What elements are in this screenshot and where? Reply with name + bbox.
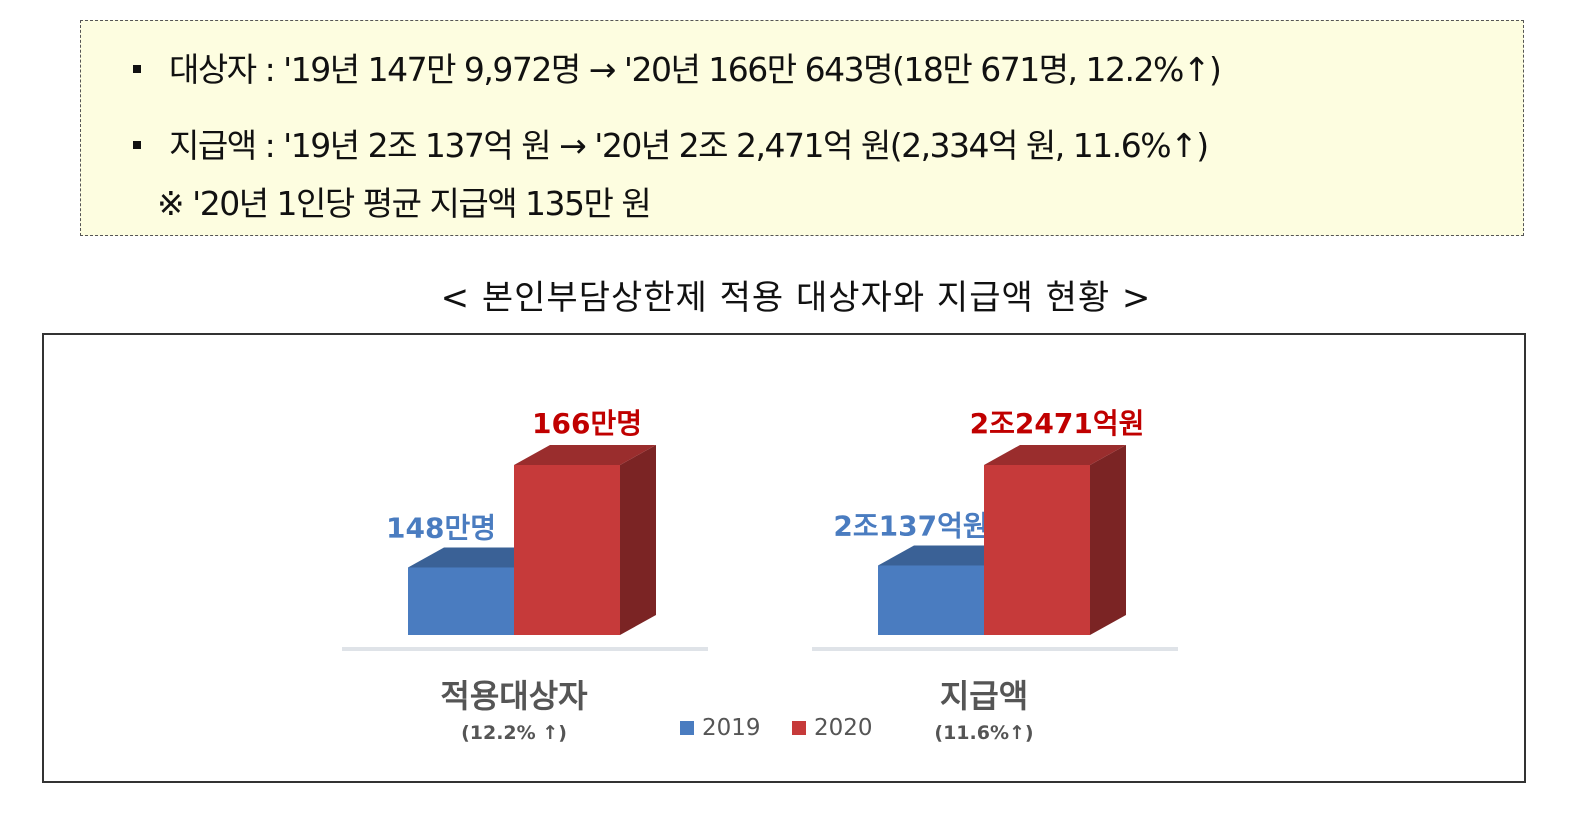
- summary-line-payments-text: 지급액 : '19년 2조 137억 원 → '20년 2조 2,471억 원(…: [169, 126, 1209, 165]
- summary-line-recipients: 대상자 : '19년 147만 9,972명 → '20년 166만 643명(…: [133, 43, 1222, 91]
- data-label-2019-1: 2조137억원: [833, 510, 988, 543]
- bar-2020-1-top: [984, 445, 1126, 465]
- bar-2020-0: [514, 465, 620, 635]
- bar-2020-1-side: [1090, 445, 1126, 635]
- bar-2019-1: [878, 565, 984, 635]
- category-label-0: 적용대상자: [440, 677, 588, 715]
- category-label-1: 지급액: [940, 677, 1028, 715]
- legend-label-2019: 2019: [702, 715, 761, 741]
- bar-2020-0-top: [514, 445, 656, 465]
- legend-swatch-2020: [792, 721, 806, 735]
- legend-label-2020: 2020: [814, 715, 873, 741]
- bar-2019-0: [408, 567, 514, 635]
- chart-caption: < 본인부담상한제 적용 대상자와 지급액 현황 >: [440, 278, 1152, 318]
- data-label-2020-0: 166만명: [532, 407, 642, 440]
- summary-line-payments: 지급액 : '19년 2조 137억 원 → '20년 2조 2,471억 원(…: [133, 119, 1209, 167]
- bullet-icon: [133, 64, 141, 73]
- data-label-2019-0: 148만명: [386, 511, 496, 544]
- summary-line-recipients-text: 대상자 : '19년 147만 9,972명 → '20년 166만 643명(…: [169, 50, 1222, 89]
- summary-note: ※ '20년 1인당 평균 지급액 135만 원: [157, 184, 652, 223]
- summary-box: 대상자 : '19년 147만 9,972명 → '20년 166만 643명(…: [80, 20, 1524, 236]
- bullet-icon: [133, 140, 141, 149]
- bar-2020-0-side: [620, 445, 656, 635]
- category-sublabel-1: (11.6%↑): [934, 722, 1033, 744]
- legend-swatch-2019: [680, 721, 694, 735]
- bar-2020-1: [984, 465, 1090, 635]
- data-label-2020-1: 2조2471억원: [970, 407, 1145, 440]
- category-sublabel-0: (12.2% ↑): [461, 722, 567, 744]
